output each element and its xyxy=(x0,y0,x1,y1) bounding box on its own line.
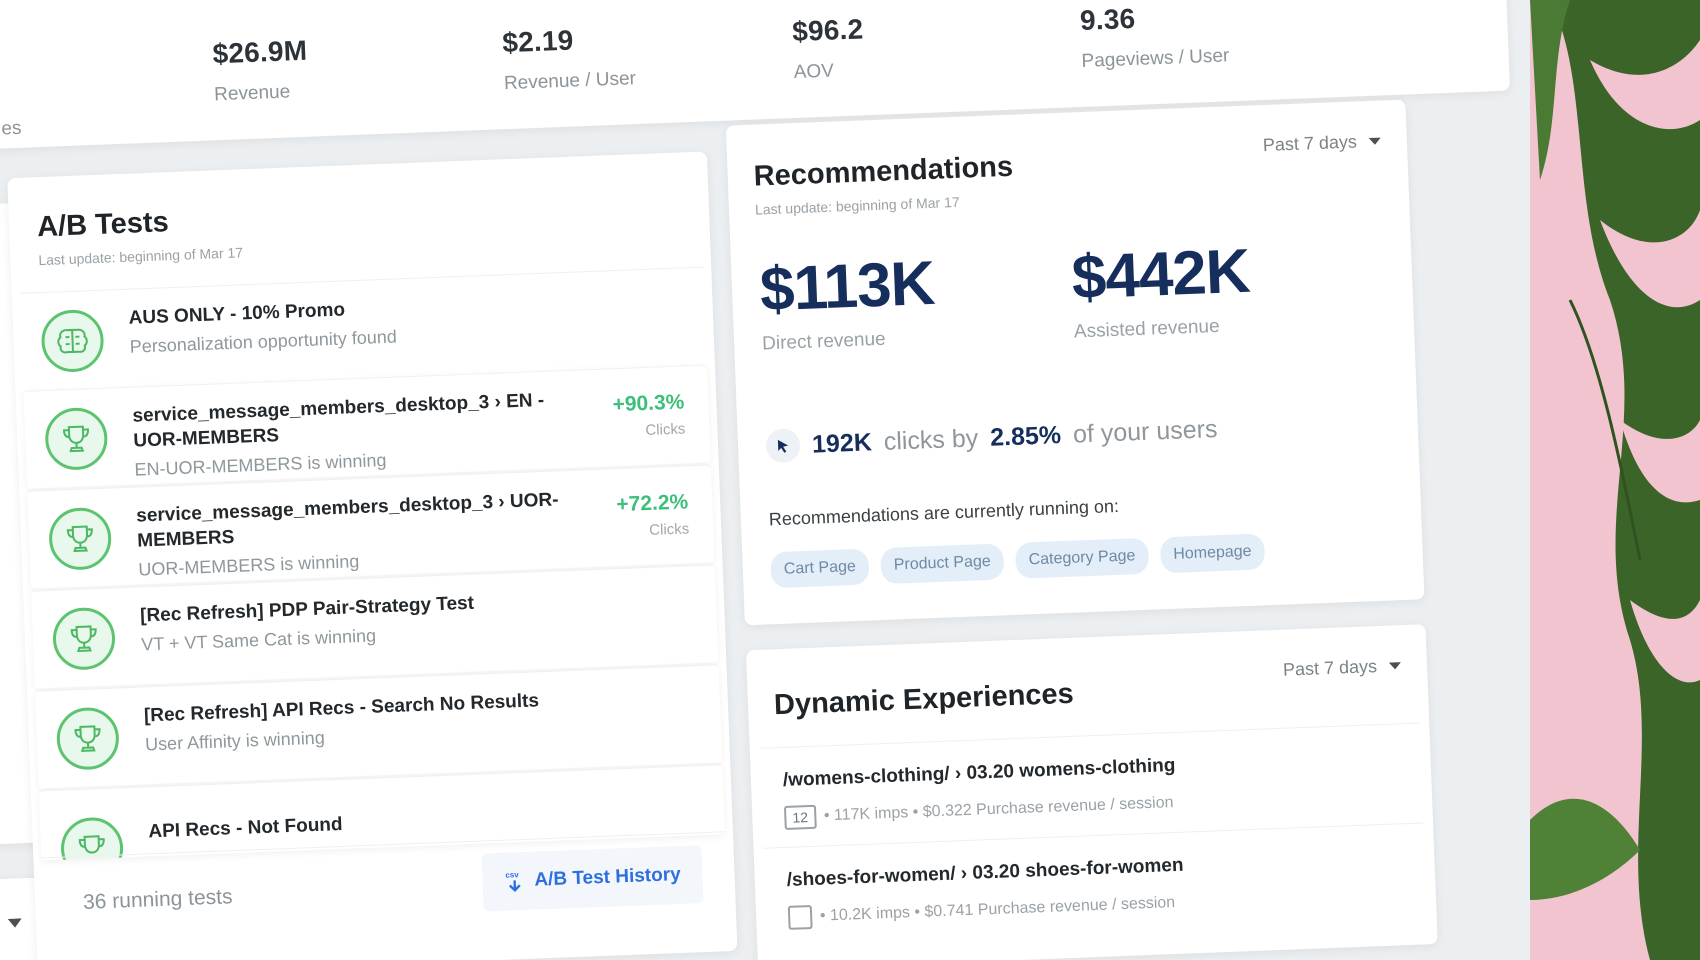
ab-test-title: service_message_members_desktop_3 › UOR-… xyxy=(135,489,559,552)
ab-test-row[interactable]: API Recs - Not Found xyxy=(38,764,725,861)
kpi-value: $26.9M xyxy=(212,34,308,70)
page-type-tags: Cart Page Product Page Category Page Hom… xyxy=(770,533,1266,589)
running-tests-count: 36 running tests xyxy=(82,885,233,914)
monstera-leaf-decoration xyxy=(1530,0,1700,960)
left-partial-card-lower xyxy=(0,876,69,960)
dynamic-experiences-card: Dynamic Experiences Past 7 days /womens-… xyxy=(745,624,1438,960)
direct-revenue-value: $113K xyxy=(758,248,936,325)
ab-test-text: AUS ONLY - 10% Promo Personalization opp… xyxy=(128,288,580,357)
kpi-label: AOV xyxy=(793,60,835,84)
kpi-value: 9.36 xyxy=(1079,2,1136,37)
period-label: Past 7 days xyxy=(1262,131,1358,156)
tag-category-page[interactable]: Category Page xyxy=(1015,537,1150,579)
experience-meta: • 10.2K imps • $0.741 Purchase revenue /… xyxy=(787,891,1176,930)
tag-cart-page[interactable]: Cart Page xyxy=(770,548,870,589)
experience-stats: • 117K imps • $0.322 Purchase revenue / … xyxy=(823,794,1174,825)
period-label: Past 7 days xyxy=(1282,656,1378,680)
lift-metric: Clicks xyxy=(648,520,690,539)
trophy-icon xyxy=(59,816,125,861)
experience-title: /womens-clothing/ › 03.20 womens-clothin… xyxy=(782,754,1176,791)
caret-down-icon xyxy=(1388,662,1402,670)
ab-tests-footer: 36 running tests csv A/B Test History xyxy=(41,831,728,938)
recommendations-last-update: Last update: beginning of Mar 17 xyxy=(754,193,960,218)
ab-test-row[interactable]: [Rec Refresh] PDP Pair-Strategy Test VT … xyxy=(31,564,719,689)
ab-test-row[interactable]: [Rec Refresh] API Recs - Search No Resul… xyxy=(34,664,723,789)
kpi-revenue: $26.9M Revenue xyxy=(212,35,309,107)
variant-count-badge xyxy=(787,904,813,930)
trophy-icon xyxy=(47,506,113,571)
ab-test-title: service_message_members_desktop_3 › EN -… xyxy=(132,389,545,452)
kpi-value: $96.2 xyxy=(791,13,864,48)
caret-down-icon xyxy=(1368,137,1381,146)
ab-test-text: [Rec Refresh] PDP Pair-Strategy Test VT … xyxy=(140,586,592,655)
lift-percent: +90.3% xyxy=(612,390,685,417)
tag-product-page[interactable]: Product Page xyxy=(880,543,1005,585)
assisted-revenue-value: $442K xyxy=(1070,236,1251,313)
dynamic-experiences-title: Dynamic Experiences xyxy=(773,677,1075,722)
dynamic-experiences-header: Dynamic Experiences xyxy=(773,678,1074,722)
ab-tests-card: A/B Tests Last update: beginning of Mar … xyxy=(7,151,738,960)
ab-tests-header: A/B Tests Last update: beginning of Mar … xyxy=(37,203,244,268)
svg-text:csv: csv xyxy=(505,870,519,880)
recommendations-header: Recommendations Last update: beginning o… xyxy=(753,151,1014,218)
clicks-mid-text: clicks by xyxy=(883,423,979,456)
clicks-summary: 192K clicks by 2.85% of your users xyxy=(765,412,1218,464)
direct-revenue-stat: $113K Direct revenue xyxy=(759,248,937,356)
ab-test-text: [Rec Refresh] API Recs - Search No Resul… xyxy=(144,686,596,755)
ab-test-text: service_message_members_desktop_3 › UOR-… xyxy=(136,486,589,580)
ab-test-row[interactable]: service_message_members_desktop_3 › EN -… xyxy=(23,364,711,489)
experience-stats: • 10.2K imps • $0.741 Purchase revenue /… xyxy=(819,894,1176,925)
assisted-revenue-label: Assisted revenue xyxy=(1073,315,1220,343)
lift-metric: Clicks xyxy=(645,420,686,440)
cursor-click-icon xyxy=(765,428,801,464)
ab-test-history-button[interactable]: csv A/B Test History xyxy=(481,845,704,912)
experience-title: /shoes-for-women/ › 03.20 shoes-for-wome… xyxy=(786,854,1184,891)
direct-revenue-label: Direct revenue xyxy=(761,328,887,355)
clicks-user-percent: 2.85% xyxy=(989,420,1062,452)
ab-tests-last-update: Last update: beginning of Mar 17 xyxy=(38,244,244,269)
tag-homepage[interactable]: Homepage xyxy=(1159,533,1266,574)
clicks-tail-text: of your users xyxy=(1072,414,1218,449)
recommendations-period-dropdown[interactable]: Past 7 days xyxy=(1262,131,1381,157)
assisted-revenue-stat: $442K Assisted revenue xyxy=(1071,236,1252,344)
kpi-pageviews-per-user: 9.36 Pageviews / User xyxy=(1079,0,1229,73)
recommendations-card: Recommendations Last update: beginning o… xyxy=(725,99,1425,626)
experience-meta: 12 • 117K imps • $0.322 Purchase revenue… xyxy=(783,791,1174,830)
clicks-value: 192K xyxy=(811,427,873,459)
kpi-label: Revenue xyxy=(213,81,291,106)
ab-test-history-label: A/B Test History xyxy=(533,863,682,891)
csv-download-icon: csv xyxy=(505,870,521,893)
ab-test-row[interactable]: service_message_members_desktop_3 › UOR-… xyxy=(27,464,715,589)
ab-test-row[interactable]: AUS ONLY - 10% Promo Personalization opp… xyxy=(19,266,707,391)
kpi-label: Revenue / User xyxy=(503,68,637,95)
ab-test-text: service_message_members_desktop_3 › EN -… xyxy=(132,386,585,480)
ab-tests-title: A/B Tests xyxy=(36,206,170,244)
recommendations-title: Recommendations xyxy=(753,150,1014,193)
kpi-revenue-per-user: $2.19 Revenue / User xyxy=(502,22,637,95)
ab-test-lift: +72.2% Clicks xyxy=(616,490,690,540)
kpi-partial-label: es xyxy=(0,117,22,140)
leaf-icon xyxy=(1530,0,1700,960)
kpi-aov: $96.2 AOV xyxy=(792,13,866,84)
trophy-icon xyxy=(44,406,109,472)
chevron-down-icon[interactable] xyxy=(7,918,22,929)
kpi-value: $2.19 xyxy=(501,24,575,59)
kpi-label: Pageviews / User xyxy=(1081,45,1230,72)
lift-percent: +72.2% xyxy=(615,490,689,517)
ab-test-lift: +90.3% Clicks xyxy=(612,391,686,441)
dynamic-period-dropdown[interactable]: Past 7 days xyxy=(1283,655,1402,681)
variant-count-badge: 12 xyxy=(783,804,817,830)
trophy-icon xyxy=(51,606,117,671)
trophy-icon xyxy=(55,706,121,771)
brain-icon xyxy=(40,308,105,374)
running-on-label: Recommendations are currently running on… xyxy=(768,495,1120,530)
